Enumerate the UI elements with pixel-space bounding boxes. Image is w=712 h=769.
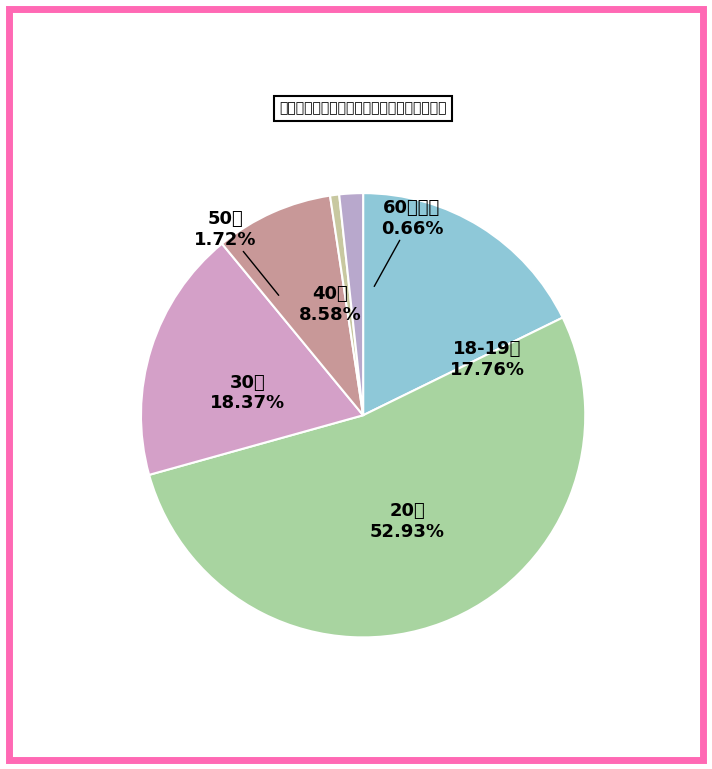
- Wedge shape: [222, 195, 363, 415]
- Title: 秋田県のワクワクメール：女性会員の年齢層: 秋田県のワクワクメール：女性会員の年齢層: [279, 102, 447, 115]
- Wedge shape: [363, 193, 562, 415]
- Text: 20代
52.93%: 20代 52.93%: [370, 502, 445, 541]
- Wedge shape: [330, 195, 363, 415]
- Wedge shape: [141, 244, 363, 475]
- Text: 50代
1.72%: 50代 1.72%: [194, 210, 278, 295]
- Wedge shape: [339, 193, 363, 415]
- Text: 18-19歳
17.76%: 18-19歳 17.76%: [450, 341, 525, 379]
- Text: 30代
18.37%: 30代 18.37%: [210, 374, 286, 412]
- Text: 40代
8.58%: 40代 8.58%: [298, 285, 361, 324]
- Wedge shape: [149, 318, 585, 638]
- Text: 60代以上
0.66%: 60代以上 0.66%: [375, 198, 444, 286]
